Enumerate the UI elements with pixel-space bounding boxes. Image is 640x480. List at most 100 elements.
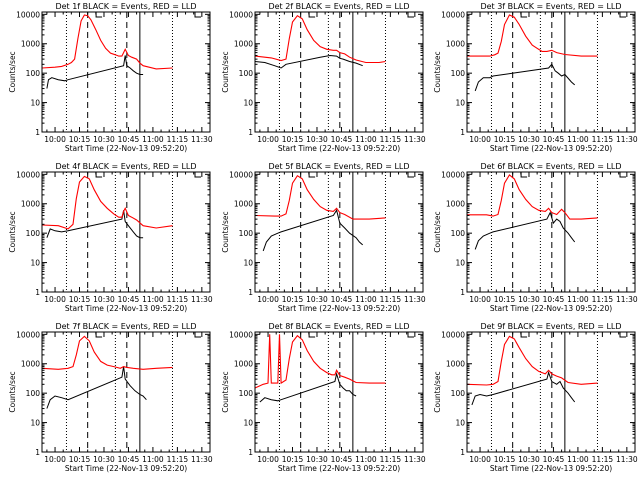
lld-series [467,174,598,220]
lld-series [254,174,386,220]
events-series [46,55,144,89]
y-tick-label: 1 [35,288,40,297]
x-tick-label: 10:00 [469,135,491,144]
corner-mark [194,332,201,338]
y-axis-label: Counts/sec [221,371,230,412]
x-tick-label: 10:45 [118,135,140,144]
corner-mark [194,172,201,178]
lld-series [467,14,598,57]
panel-4: Det 4f BLACK = Events, RED = LLD 1 10 100 10… [8,162,213,313]
x-tick-label: 11:00 [142,135,164,144]
plot-frame [466,331,636,453]
events-series [474,211,576,250]
x-tick-label: 11:00 [142,455,164,464]
y-tick-label: 10000 [441,170,465,179]
y-axis-label: Counts/sec [433,371,442,412]
y-tick-label: 1 [460,128,465,137]
x-tick-label: 11:30 [191,295,213,304]
y-tick-label: 10000 [16,10,40,19]
x-axis-label: Start Time (22-Nov-13 09:52:20) [65,144,187,153]
y-tick-label: 10 [243,419,253,428]
x-tick-label: 10:45 [118,295,140,304]
x-axis-label: Start Time (22-Nov-13 09:52:20) [490,464,612,473]
events-series [46,366,147,409]
events-series [262,209,364,252]
y-tick-label: 1000 [234,40,253,49]
plot-frame [254,331,424,453]
x-tick-label: 10:00 [469,295,491,304]
plot-frame [254,171,424,293]
events-series [254,54,363,69]
y-tick-label: 1 [460,448,465,457]
x-tick-label: 11:00 [355,135,377,144]
y-tick-label: 100 [451,69,466,78]
x-tick-label: 11:15 [167,295,189,304]
x-tick-label: 10:15 [494,295,516,304]
y-tick-label: 100 [451,389,466,398]
y-axis-label: Counts/sec [221,51,230,92]
y-tick-label: 1000 [446,40,465,49]
x-tick-label: 11:30 [616,455,638,464]
x-tick-label: 11:15 [592,135,614,144]
x-tick-label: 11:30 [191,135,213,144]
x-axis-label: Start Time (22-Nov-13 09:52:20) [278,304,400,313]
plot-frame [254,11,424,133]
y-tick-label: 100 [239,69,254,78]
x-tick-label: 10:00 [257,295,279,304]
corner-mark [95,12,103,18]
x-tick-label: 11:00 [567,135,589,144]
events-series [259,371,357,403]
events-series [46,210,144,239]
x-tick-label: 11:15 [592,295,614,304]
x-axis-label: Start Time (22-Nov-13 09:52:20) [65,304,187,313]
x-axis-label: Start Time (22-Nov-13 09:52:20) [278,464,400,473]
x-tick-label: 11:15 [592,455,614,464]
corner-mark [194,12,201,18]
x-axis-label: Start Time (22-Nov-13 09:52:20) [65,464,187,473]
x-axis-label: Start Time (22-Nov-13 09:52:20) [278,144,400,153]
corner-mark [95,332,103,338]
y-tick-label: 10 [455,259,465,268]
x-tick-label: 10:00 [257,135,279,144]
y-tick-label: 10 [243,99,253,108]
y-axis-label: Counts/sec [8,51,17,92]
y-tick-label: 1000 [234,360,253,369]
lld-series [254,14,386,64]
panel-6: Det 6f BLACK = Events, RED = LLD 1 10 100 10… [433,162,638,313]
corner-mark [619,332,626,338]
corner-mark [520,332,528,338]
x-tick-label: 11:30 [404,295,426,304]
x-tick-label: 10:15 [69,455,91,464]
y-tick-label: 1000 [21,360,40,369]
x-tick-label: 10:30 [306,455,328,464]
x-tick-label: 10:30 [306,135,328,144]
x-axis-label: Start Time (22-Nov-13 09:52:20) [490,144,612,153]
x-tick-label: 10:30 [306,295,328,304]
x-tick-label: 10:00 [44,135,66,144]
x-tick-label: 10:15 [494,455,516,464]
x-tick-label: 10:45 [543,455,565,464]
x-tick-label: 10:00 [44,295,66,304]
panel-title: Det 1f BLACK = Events, RED = LLD [55,2,196,11]
y-tick-label: 10 [30,419,40,428]
corner-mark [308,332,316,338]
x-tick-label: 10:00 [44,455,66,464]
y-tick-label: 1000 [446,360,465,369]
x-tick-label: 11:30 [616,295,638,304]
x-tick-label: 11:00 [567,455,589,464]
panel-title: Det 8f BLACK = Events, RED = LLD [268,322,409,331]
plot-frame [466,11,636,133]
x-tick-label: 10:45 [331,455,353,464]
y-tick-label: 10 [455,99,465,108]
y-tick-label: 1 [248,128,253,137]
y-tick-label: 1 [460,288,465,297]
y-tick-label: 100 [26,69,41,78]
plot-frame [41,171,211,293]
x-tick-label: 11:30 [404,455,426,464]
x-tick-label: 10:30 [93,135,115,144]
corner-mark [308,172,316,178]
panel-5: Det 5f BLACK = Events, RED = LLD 1 10 100 10… [221,162,426,313]
panel-2: Det 2f BLACK = Events, RED = LLD 1 10 100 10… [221,2,426,153]
x-tick-label: 10:15 [282,455,304,464]
x-tick-label: 10:30 [93,455,115,464]
